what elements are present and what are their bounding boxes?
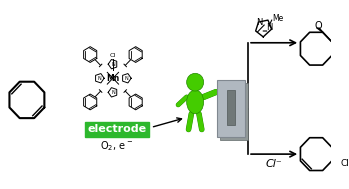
- FancyBboxPatch shape: [217, 80, 245, 137]
- Text: Cl⁻: Cl⁻: [266, 159, 282, 169]
- Text: N: N: [125, 76, 128, 81]
- Text: Cl: Cl: [340, 159, 349, 168]
- Text: Me: Me: [273, 14, 284, 23]
- Text: O: O: [314, 21, 322, 31]
- Text: O$_2$, e$^-$: O$_2$, e$^-$: [100, 139, 133, 153]
- Text: N: N: [111, 90, 115, 95]
- Text: Cl: Cl: [110, 53, 116, 58]
- FancyBboxPatch shape: [227, 90, 235, 125]
- Text: =: =: [261, 28, 267, 34]
- FancyBboxPatch shape: [84, 122, 149, 137]
- Text: N: N: [266, 22, 272, 32]
- Text: N: N: [256, 18, 263, 27]
- FancyBboxPatch shape: [220, 83, 248, 140]
- Text: N: N: [97, 76, 101, 81]
- Text: electrode: electrode: [87, 125, 146, 135]
- Text: N: N: [111, 62, 115, 67]
- Ellipse shape: [187, 90, 204, 114]
- Text: Mn: Mn: [106, 74, 120, 83]
- Circle shape: [187, 73, 204, 91]
